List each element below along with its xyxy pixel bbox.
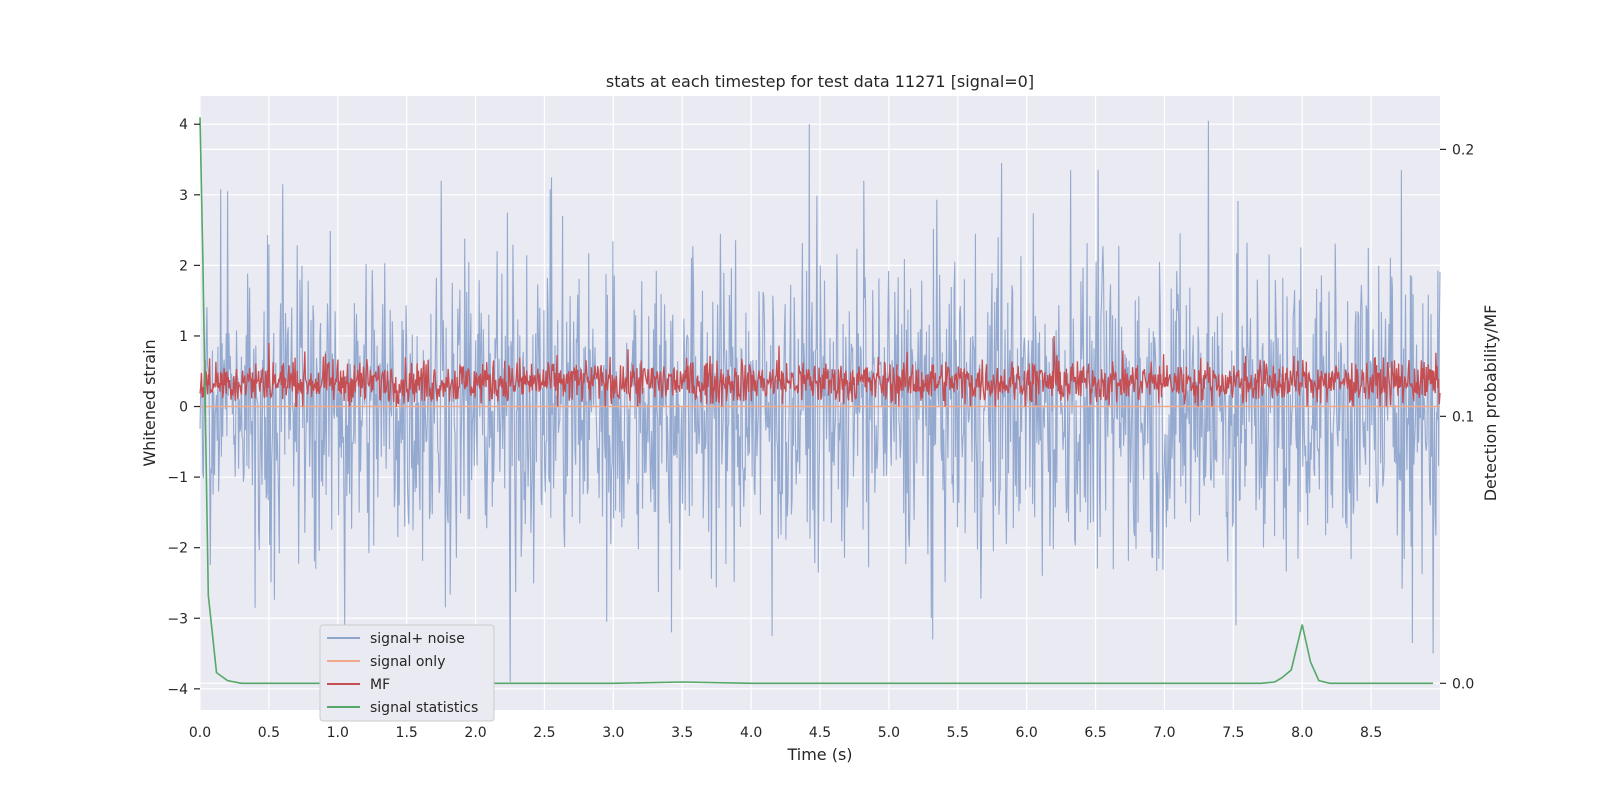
- legend[interactable]: signal+ noise signal only MF signal stat…: [319, 624, 495, 722]
- y-tick-label: 2: [179, 258, 188, 274]
- y-tick-label: −1: [167, 470, 188, 486]
- axes-layer: 0.0 0.5 1.0 1.5 2.0 2.5 3.0 3.5 4.0 4.5 5.0 5.5 6.0 6…: [167, 117, 1474, 741]
- x-axis-label: Time (s): [786, 745, 852, 764]
- legend-item-mf[interactable]: MF: [327, 677, 390, 693]
- series-line-signal-statistics: [199, 117, 1434, 685]
- y-tick-label: 0: [179, 400, 188, 416]
- series-line-mf: [199, 335, 1441, 408]
- y-tick-label: −4: [167, 682, 188, 698]
- x-tick-label: 7.5: [1222, 725, 1244, 741]
- y-tick-label: −3: [167, 611, 188, 627]
- x-tick-label: 6.0: [1016, 725, 1038, 741]
- y-tick-label: 1: [179, 329, 188, 345]
- legend-item-signal-statistics[interactable]: signal statistics: [327, 700, 478, 716]
- x-tick-label: 1.0: [327, 725, 349, 741]
- y-right-axis-label: Detection probability/MF: [1481, 305, 1500, 502]
- x-tick-label: 8.0: [1291, 725, 1313, 741]
- x-tick-label: 1.5: [396, 725, 418, 741]
- series-line-signal-noise: [199, 120, 1441, 682]
- legend-item-signal-only[interactable]: signal only: [327, 654, 445, 670]
- chart-title: stats at each timestep for test data 112…: [606, 72, 1034, 91]
- y-right-tick-label: 0.0: [1452, 676, 1474, 692]
- y-axis-label: Whitened strain: [140, 339, 159, 466]
- x-tick-label: 5.5: [947, 725, 969, 741]
- y-right-tick-label: 0.1: [1452, 409, 1474, 425]
- y-tick-label: 4: [179, 117, 188, 133]
- y-right-tick-label: 0.2: [1452, 142, 1474, 158]
- x-tick-label: 2.5: [533, 725, 555, 741]
- x-tick-label: 4.0: [740, 725, 762, 741]
- x-tick-label: 0.5: [258, 725, 280, 741]
- x-tick-label: 4.5: [809, 725, 831, 741]
- x-tick-label: 5.0: [878, 725, 900, 741]
- x-tick-label: 2.0: [464, 725, 486, 741]
- x-tick-label: 7.0: [1153, 725, 1175, 741]
- legend-item-signal-noise[interactable]: signal+ noise: [327, 631, 465, 647]
- legend-label: signal+ noise: [370, 631, 465, 647]
- legend-label: signal statistics: [370, 700, 478, 716]
- legend-label: signal only: [370, 654, 445, 670]
- series-layer: [199, 117, 1441, 685]
- legend-label: MF: [370, 677, 390, 693]
- x-tick-label: 8.5: [1360, 725, 1382, 741]
- y-tick-label: 3: [179, 188, 188, 204]
- x-tick-label: 6.5: [1084, 725, 1106, 741]
- legend-box: [319, 624, 495, 722]
- x-tick-label: 0.0: [189, 725, 211, 741]
- y-tick-label: −2: [167, 541, 188, 557]
- x-tick-label: 3.0: [602, 725, 624, 741]
- x-tick-label: 3.5: [671, 725, 693, 741]
